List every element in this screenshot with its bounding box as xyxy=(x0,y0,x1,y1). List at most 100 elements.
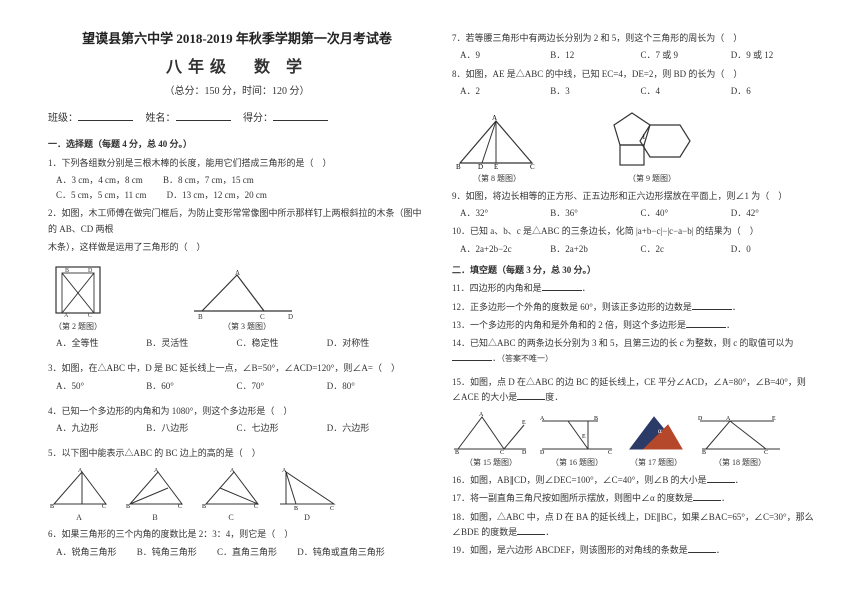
svg-text:C: C xyxy=(88,313,92,319)
score-label: 得分： xyxy=(243,113,273,124)
svg-text:A: A xyxy=(282,468,287,474)
q7-d: D．9 或 12 xyxy=(731,48,801,63)
svg-text:B: B xyxy=(50,504,54,510)
q4-c: C．七边形 xyxy=(237,421,307,436)
q1-b: B．8 cm，7 cm，15 cm xyxy=(163,173,254,188)
svg-text:C: C xyxy=(330,506,334,510)
q4: 4．已知一个多边形的内角和为 1080°，则这个多边形是（ ） xyxy=(48,404,426,419)
q8-opts: A．2 B．3 C．4 D．6 xyxy=(460,84,830,99)
q1-a: A．3 cm，4 cm，8 cm xyxy=(56,173,143,188)
q15: 15．如图，点 D 在△ABC 的边 BC 的延长线上，CE 平分∠ACD，∠A… xyxy=(452,375,830,406)
q14: 14．已知△ABC 的两条边长分别为 3 和 5，且第三边的长 c 为整数，则 … xyxy=(452,336,830,367)
q13: 13．一个多边形的内角和是外角和的 2 倍，则这个多边形是． xyxy=(452,318,830,333)
q7-opts: A．9 B．12 C．7 或 9 D．9 或 12 xyxy=(460,48,830,63)
q5-label-b: B xyxy=(124,511,186,525)
q2-a: A．全等性 xyxy=(56,336,126,351)
fig3-caption: （第 3 题图） xyxy=(192,320,302,334)
q8: 8．如图，AE 是△ABC 的中线，已知 EC=4，DE=2，则 BD 的长为（… xyxy=(452,67,830,82)
q5-label-c: C xyxy=(200,511,262,525)
q17: 17．将一副直角三角尺按如图所示摆放，则图中∠α 的度数是． xyxy=(452,491,830,506)
q12: 12．正多边形一个外角的度数是 60°，则该正多边形的边数是． xyxy=(452,300,830,315)
exam-subtitle: 八年级 数 学 xyxy=(48,54,426,81)
fig15: ABCDE xyxy=(452,411,530,455)
q7: 7．若等腰三角形中有两边长分别为 2 和 5，则这个三角形的周长为（ ） xyxy=(452,31,830,46)
svg-text:B: B xyxy=(198,313,203,319)
score-blank[interactable] xyxy=(273,111,328,121)
name-label: 姓名： xyxy=(146,113,176,124)
svg-text:D: D xyxy=(522,450,527,455)
fig16: ABCDE xyxy=(538,411,616,455)
svg-text:A: A xyxy=(154,468,159,474)
q7-b: B．12 xyxy=(550,48,620,63)
q10-d: D．0 xyxy=(731,242,801,257)
section1-heading: 一．选择题（每题 4 分，总 40 分。） xyxy=(48,137,426,152)
q6: 6．如果三角形的三个内角的度数比是 2：3：4，则它是（ ） xyxy=(48,527,426,542)
q10-a: A．2a+2b−2c xyxy=(460,242,530,257)
q3: 3．如图，在△ABC 中，D 是 BC 延长线上一点，∠B=50°，∠ACD=1… xyxy=(48,361,426,376)
q15-blank[interactable] xyxy=(517,391,545,400)
svg-text:A: A xyxy=(726,416,731,422)
fig5d: A B C xyxy=(276,468,338,510)
q2-opts: A．全等性 B．灵活性 C．稳定性 D．对称性 xyxy=(56,336,426,351)
q10: 10．已知 a、b、c 是△ABC 的三条边长，化简 |a+b−c|−|c−a−… xyxy=(452,224,830,239)
q17-blank[interactable] xyxy=(693,492,721,501)
fig16-caption: （第 16 题图） xyxy=(538,456,616,470)
q6-opts: A．锐角三角形 B．钝角三角形 C．直角三角形 D．钝角或直角三角形 xyxy=(56,545,426,560)
q19: 19．如图，是六边形 ABCDEF，则该图形的对角线的条数是． xyxy=(452,543,830,558)
fig9-caption: （第 9 题图） xyxy=(602,172,702,186)
q10-b: B．2a+2b xyxy=(550,242,620,257)
svg-text:A: A xyxy=(230,468,235,474)
fig18: DEABC xyxy=(696,411,784,455)
class-blank[interactable] xyxy=(78,111,133,121)
svg-text:C: C xyxy=(764,450,768,455)
q1-c: C．5 cm，5 cm，11 cm xyxy=(56,188,146,203)
fig8-caption: （第 8 题图） xyxy=(452,172,542,186)
q10-c: C．2c xyxy=(641,242,711,257)
svg-text:C: C xyxy=(608,450,612,455)
q16-blank[interactable] xyxy=(707,474,735,483)
svg-text:A: A xyxy=(235,269,240,277)
svg-text:B: B xyxy=(202,504,206,510)
svg-text:C: C xyxy=(500,450,504,455)
svg-text:C: C xyxy=(260,313,265,319)
svg-text:C: C xyxy=(178,504,182,510)
q1-d: D．13 cm，12 cm，20 cm xyxy=(167,188,267,203)
svg-text:B: B xyxy=(455,450,459,455)
fig3: A B C D xyxy=(192,269,302,319)
q9-opts: A．32° B．36° C．40° D．42° xyxy=(460,206,830,221)
q7-a: A．9 xyxy=(460,48,530,63)
q8-b: B．3 xyxy=(550,84,620,99)
name-blank[interactable] xyxy=(176,111,231,121)
fig5a: ABC xyxy=(48,468,110,510)
q1-opts: A．3 cm，4 cm，8 cm B．8 cm，7 cm，15 cm C．5 c… xyxy=(56,173,426,204)
q18: 18．如图，△ABC 中，点 D 在 BA 的延长线上，DE∥BC，如果∠BAC… xyxy=(452,510,830,541)
q2-line1: 2．如图，木工师傅在做完门框后，为防止变形常常像图中所示那样钉上两根斜拉的木条（… xyxy=(48,206,426,237)
svg-text:B: B xyxy=(126,504,130,510)
svg-text:A: A xyxy=(64,313,69,319)
svg-text:A: A xyxy=(492,115,497,122)
q13-blank[interactable] xyxy=(686,319,726,328)
svg-text:B: B xyxy=(594,416,598,422)
q3-c: C．70° xyxy=(237,379,307,394)
q18-blank[interactable] xyxy=(517,526,545,535)
fig15-caption: （第 15 题图） xyxy=(452,456,530,470)
svg-text:A: A xyxy=(540,416,545,422)
q14-blank[interactable] xyxy=(452,352,492,361)
q9-b: B．36° xyxy=(550,206,620,221)
q3-opts: A．50° B．60° C．70° D．80° xyxy=(56,379,426,394)
q5: 5．以下图中能表示△ABC 的 BC 边上的高的是（ ） xyxy=(48,446,426,461)
svg-text:C: C xyxy=(530,163,535,171)
q5-label-d: D xyxy=(276,511,338,525)
q12-blank[interactable] xyxy=(692,301,732,310)
q6-d: D．钝角或直角三角形 xyxy=(297,545,385,560)
q3-b: B．60° xyxy=(146,379,216,394)
q9-c: C．40° xyxy=(641,206,711,221)
q19-blank[interactable] xyxy=(688,544,716,553)
q2-b: B．灵活性 xyxy=(146,336,216,351)
q8-d: D．6 xyxy=(731,84,801,99)
q11-blank[interactable] xyxy=(542,282,582,291)
svg-text:B: B xyxy=(294,506,298,510)
svg-text:E: E xyxy=(494,163,498,171)
q9-a: A．32° xyxy=(460,206,530,221)
q1: 1．下列各组数分别是三根木棒的长度，能用它们搭成三角形的是（ ） xyxy=(48,156,426,171)
